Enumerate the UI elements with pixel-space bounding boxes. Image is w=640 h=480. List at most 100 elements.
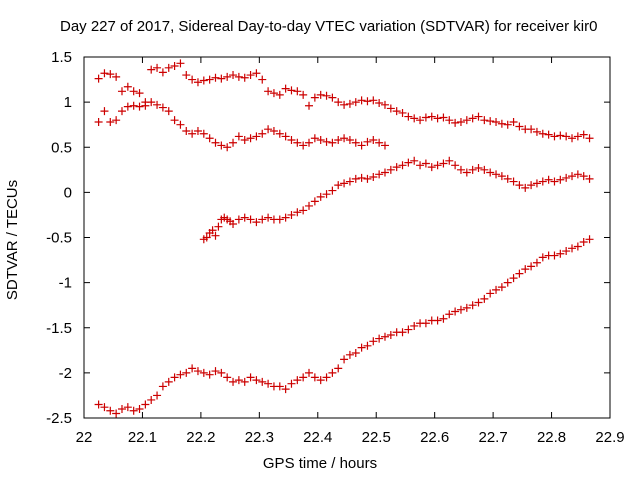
- data-point: [293, 138, 302, 147]
- data-point: [492, 117, 501, 126]
- data-point: [170, 116, 179, 125]
- data-point: [188, 129, 197, 138]
- data-point: [223, 143, 232, 152]
- data-point: [158, 103, 167, 112]
- data-point: [246, 373, 255, 382]
- data-point: [340, 179, 349, 188]
- data-point: [258, 129, 267, 138]
- data-point: [234, 72, 243, 81]
- data-point: [106, 70, 115, 79]
- data-point: [328, 368, 337, 377]
- data-point: [299, 206, 308, 215]
- data-point: [310, 134, 319, 143]
- data-point: [386, 330, 395, 339]
- data-point: [199, 368, 208, 377]
- data-point: [158, 68, 167, 77]
- data-point: [153, 100, 162, 109]
- data-point: [305, 138, 314, 147]
- data-point: [585, 235, 594, 244]
- data-point: [340, 134, 349, 143]
- data-point: [211, 73, 220, 82]
- data-point: [193, 78, 202, 87]
- data-point: [480, 294, 489, 303]
- data-point: [334, 98, 343, 107]
- data-point: [269, 127, 278, 136]
- data-point: [287, 136, 296, 145]
- data-point: [568, 134, 577, 143]
- data-point: [258, 215, 267, 224]
- data-point: [451, 118, 460, 127]
- data-point: [568, 244, 577, 253]
- data-point: [234, 376, 243, 385]
- data-point: [205, 75, 214, 84]
- data-point: [538, 177, 547, 186]
- data-point: [497, 172, 506, 181]
- data-point: [275, 90, 284, 99]
- data-point: [527, 125, 536, 134]
- data-point: [100, 69, 109, 78]
- data-point: [340, 355, 349, 364]
- y-tick-label: 0: [64, 184, 72, 201]
- data-point: [521, 265, 530, 274]
- data-point: [468, 301, 477, 310]
- data-point: [404, 112, 413, 121]
- data-point: [556, 131, 565, 140]
- data-point: [503, 174, 512, 183]
- data-point: [214, 222, 223, 231]
- x-tick-label: 22.3: [245, 429, 274, 446]
- data-point: [445, 116, 454, 125]
- data-point: [456, 117, 465, 126]
- data-point: [240, 73, 249, 82]
- x-tick-label: 22.8: [537, 429, 566, 446]
- data-point: [322, 91, 331, 100]
- data-point: [211, 367, 220, 376]
- data-point: [573, 170, 582, 179]
- data-point: [100, 403, 109, 412]
- data-point: [275, 129, 284, 138]
- data-point: [164, 107, 173, 116]
- x-ticks: 22 22.1 22.2 22.3 22.4 22.5 22.6 22.7 22.8 22.9: [76, 57, 625, 446]
- x-axis-label: GPS time / hours: [262, 455, 378, 472]
- data-point: [334, 136, 343, 145]
- x-tick-label: 22.7: [479, 429, 508, 446]
- data-point: [293, 87, 302, 96]
- data-point: [445, 310, 454, 319]
- y-tick-label: -1: [59, 275, 72, 292]
- data-point: [310, 373, 319, 382]
- data-point: [281, 132, 290, 141]
- data-point: [334, 364, 343, 373]
- data-point: [369, 173, 378, 182]
- data-point: [299, 141, 308, 150]
- data-point: [527, 181, 536, 190]
- data-point: [258, 75, 267, 84]
- data-point: [322, 190, 331, 199]
- data-point: [509, 274, 518, 283]
- data-point: [468, 165, 477, 174]
- data-point: [462, 168, 471, 177]
- data-point: [345, 99, 354, 108]
- data-point: [106, 406, 115, 415]
- data-point: [538, 253, 547, 262]
- data-point: [351, 174, 360, 183]
- data-point: [208, 226, 217, 235]
- data-point: [421, 159, 430, 168]
- data-point: [568, 172, 577, 181]
- data-point: [158, 382, 167, 391]
- data-point: [416, 161, 425, 170]
- data-point: [433, 161, 442, 170]
- data-point: [164, 377, 173, 386]
- data-point: [287, 379, 296, 388]
- data-point: [310, 93, 319, 102]
- data-point: [240, 377, 249, 386]
- data-point: [305, 201, 314, 210]
- data-point: [451, 307, 460, 316]
- y-tick-label: 1: [64, 94, 72, 111]
- data-point: [229, 71, 238, 80]
- data-point: [492, 170, 501, 179]
- x-tick-label: 22.2: [186, 429, 215, 446]
- data-point: [380, 100, 389, 109]
- data-point: [252, 218, 261, 227]
- data-point: [363, 174, 372, 183]
- data-point: [474, 112, 483, 121]
